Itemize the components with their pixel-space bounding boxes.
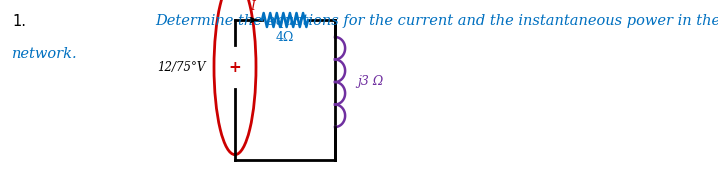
Text: Determine the equations for the current and the instantaneous power in the given: Determine the equations for the current … bbox=[155, 14, 718, 28]
Text: 4Ω: 4Ω bbox=[276, 31, 294, 44]
Text: network.: network. bbox=[12, 47, 78, 61]
Text: j3 Ω: j3 Ω bbox=[357, 76, 383, 89]
Text: +: + bbox=[228, 60, 241, 74]
Text: 1.: 1. bbox=[12, 14, 26, 29]
Text: 12/75°V: 12/75°V bbox=[158, 61, 206, 73]
Text: I: I bbox=[251, 0, 256, 13]
